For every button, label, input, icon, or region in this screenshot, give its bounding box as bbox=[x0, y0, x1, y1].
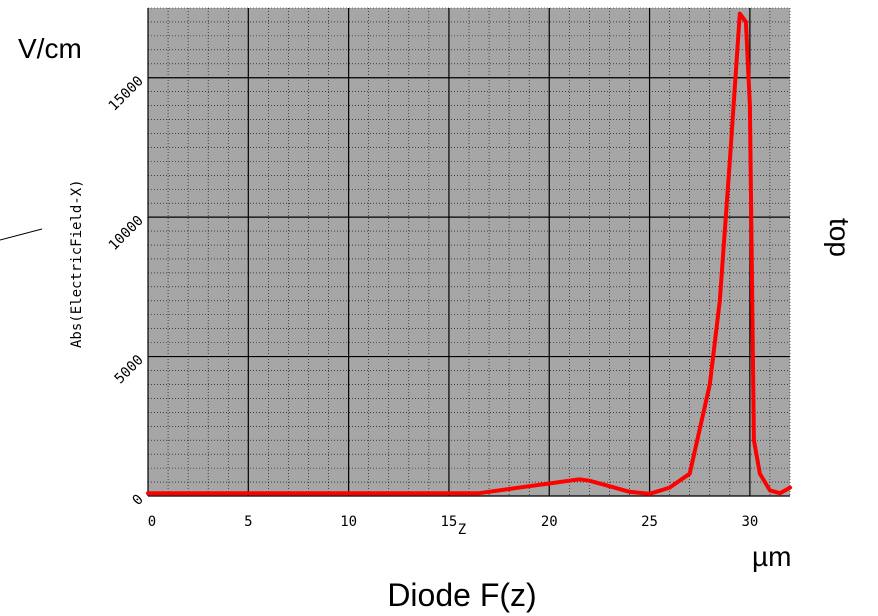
grid bbox=[147, 7, 791, 497]
series-line bbox=[146, 11, 792, 496]
x-tick-label: 25 bbox=[641, 514, 658, 530]
y-tick-label: 5000 bbox=[112, 352, 147, 387]
x-axis-label: Z bbox=[458, 522, 466, 538]
x-tick-label: 30 bbox=[741, 514, 758, 530]
x-tick-label: 0 bbox=[148, 514, 156, 530]
x-tick-label: 15 bbox=[441, 514, 458, 530]
callout-line bbox=[0, 228, 43, 241]
right-side-label: top bbox=[824, 218, 855, 257]
y-axis-label: Abs(ElectricField-X) bbox=[69, 179, 85, 348]
y-tick-label: 15000 bbox=[106, 73, 147, 114]
x-tick-label: 20 bbox=[541, 514, 558, 530]
y-unit-label: V/cm bbox=[18, 33, 82, 64]
chart-title: Diode F(z) bbox=[387, 577, 536, 613]
x-tick-label: 10 bbox=[340, 514, 357, 530]
y-tick-label: 10000 bbox=[106, 213, 147, 254]
series-line-group bbox=[146, 11, 792, 496]
y-tick-label: 0 bbox=[130, 492, 147, 509]
x-tick-label: 5 bbox=[244, 514, 252, 530]
x-unit-label: µm bbox=[752, 541, 791, 572]
